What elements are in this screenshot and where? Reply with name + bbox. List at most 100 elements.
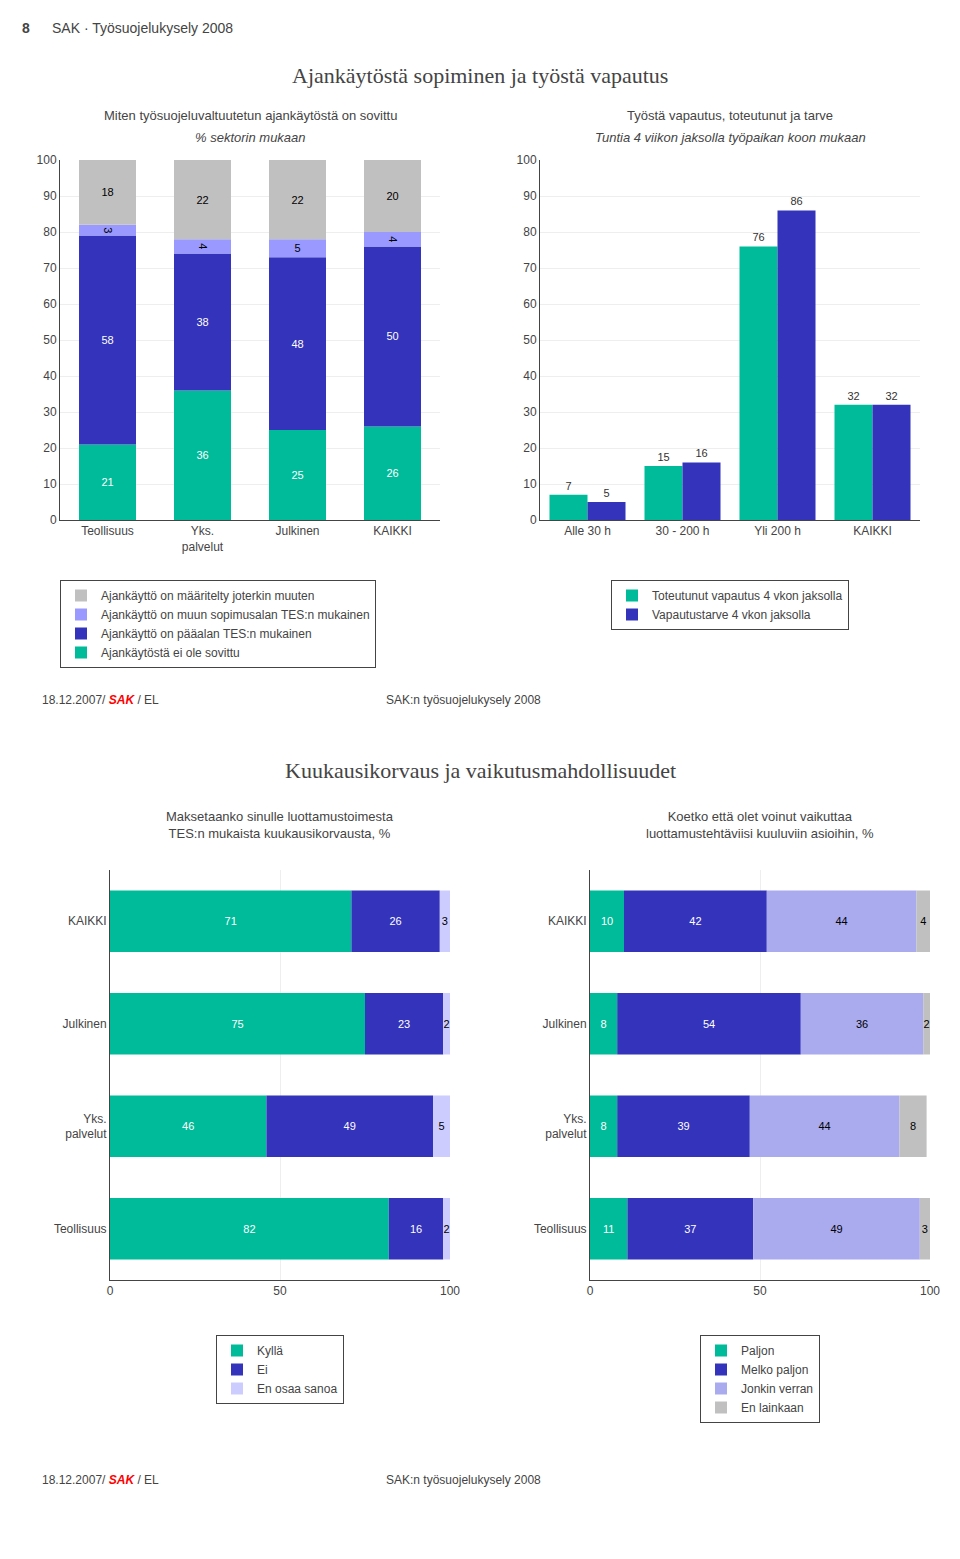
- svg-text:4: 4: [197, 243, 209, 249]
- svg-text:36: 36: [856, 1018, 868, 1030]
- svg-text:10: 10: [43, 477, 57, 491]
- svg-text:5: 5: [603, 487, 609, 499]
- svg-text:18.12.2007/ SAK / EL: 18.12.2007/ SAK / EL: [42, 1473, 159, 1487]
- svg-text:Yks.palvelut: Yks.palvelut: [65, 1112, 107, 1142]
- svg-text:KAIKKI: KAIKKI: [68, 914, 107, 928]
- svg-text:Miten työsuojeluvaltuutetun aj: Miten työsuojeluvaltuutetun ajankäytöstä…: [104, 108, 397, 123]
- svg-text:8: 8: [601, 1018, 607, 1030]
- svg-text:42: 42: [689, 915, 701, 927]
- svg-text:70: 70: [523, 261, 537, 275]
- svg-text:Ajankäyttö on muun sopimusalan: Ajankäyttö on muun sopimusalan TES:n muk…: [101, 608, 370, 622]
- svg-text:Julkinen: Julkinen: [543, 1017, 587, 1031]
- svg-text:20: 20: [43, 441, 57, 455]
- svg-text:49: 49: [830, 1223, 842, 1235]
- svg-text:3: 3: [102, 227, 114, 233]
- svg-text:0: 0: [50, 513, 57, 527]
- svg-text:54: 54: [703, 1018, 715, 1030]
- svg-text:18.12.2007/ SAK / EL: 18.12.2007/ SAK / EL: [42, 693, 159, 707]
- svg-text:2: 2: [924, 1018, 930, 1030]
- svg-text:26: 26: [386, 467, 398, 479]
- svg-text:0: 0: [530, 513, 537, 527]
- svg-text:20: 20: [523, 441, 537, 455]
- svg-text:5: 5: [294, 242, 300, 254]
- svg-text:Yks.palvelut: Yks.palvelut: [545, 1112, 587, 1142]
- svg-text:Jonkin verran: Jonkin verran: [741, 1382, 813, 1396]
- svg-text:% sektorin mukaan: % sektorin mukaan: [195, 130, 306, 145]
- svg-text:SAK:n työsuojelukysely 2008: SAK:n työsuojelukysely 2008: [386, 693, 541, 707]
- svg-text:Koetko että olet voinut vaikut: Koetko että olet voinut vaikuttaaluottam…: [646, 809, 874, 841]
- svg-text:Alle 30 h: Alle 30 h: [564, 524, 611, 538]
- svg-text:10: 10: [601, 915, 613, 927]
- svg-text:Työstä vapautus, toteutunut ja: Työstä vapautus, toteutunut ja tarve: [627, 108, 833, 123]
- svg-text:KAIKKI: KAIKKI: [548, 914, 587, 928]
- svg-text:90: 90: [523, 189, 537, 203]
- svg-text:80: 80: [523, 225, 537, 239]
- svg-text:Ei: Ei: [257, 1363, 268, 1377]
- svg-text:Paljon: Paljon: [741, 1344, 774, 1358]
- svg-text:Julkinen: Julkinen: [275, 524, 319, 538]
- svg-text:Teollisuus: Teollisuus: [54, 1222, 107, 1236]
- svg-text:SAK:n työsuojelukysely 2008: SAK:n työsuojelukysely 2008: [386, 1473, 541, 1487]
- svg-text:16: 16: [410, 1223, 422, 1235]
- svg-text:71: 71: [225, 915, 237, 927]
- svg-text:22: 22: [196, 194, 208, 206]
- svg-text:4: 4: [387, 236, 399, 242]
- svg-text:90: 90: [43, 189, 57, 203]
- svg-text:16: 16: [695, 447, 707, 459]
- svg-text:58: 58: [101, 334, 113, 346]
- svg-text:60: 60: [43, 297, 57, 311]
- svg-text:21: 21: [101, 476, 113, 488]
- svg-text:8: 8: [601, 1120, 607, 1132]
- svg-text:15: 15: [657, 451, 669, 463]
- svg-text:5: 5: [438, 1120, 444, 1132]
- svg-text:11: 11: [603, 1223, 614, 1235]
- svg-text:60: 60: [523, 297, 537, 311]
- svg-text:82: 82: [243, 1223, 255, 1235]
- svg-text:49: 49: [344, 1120, 356, 1132]
- svg-text:39: 39: [677, 1120, 689, 1132]
- svg-text:10: 10: [523, 477, 537, 491]
- svg-text:Ajankäytöstä ei ole sovittu: Ajankäytöstä ei ole sovittu: [101, 646, 240, 660]
- svg-text:22: 22: [291, 194, 303, 206]
- svg-text:Maksetaanko sinulle luottamust: Maksetaanko sinulle luottamustoimestaTES…: [166, 809, 394, 841]
- svg-text:50: 50: [753, 1284, 767, 1298]
- svg-text:30: 30: [43, 405, 57, 419]
- svg-text:En lainkaan: En lainkaan: [741, 1401, 804, 1415]
- svg-text:50: 50: [386, 330, 398, 342]
- svg-text:Vapautustarve 4 vkon jaksolla: Vapautustarve 4 vkon jaksolla: [652, 608, 811, 622]
- svg-text:Ajankäyttö on määritelty joter: Ajankäyttö on määritelty joterkin muuten: [101, 589, 314, 603]
- svg-text:23: 23: [398, 1018, 410, 1030]
- svg-text:30: 30: [523, 405, 537, 419]
- svg-text:80: 80: [43, 225, 57, 239]
- svg-text:30 - 200 h: 30 - 200 h: [655, 524, 709, 538]
- svg-text:76: 76: [752, 231, 764, 243]
- svg-text:En osaa sanoa: En osaa sanoa: [257, 1382, 337, 1396]
- svg-text:KAIKKI: KAIKKI: [853, 524, 892, 538]
- svg-text:Tuntia 4 viikon jaksolla työpa: Tuntia 4 viikon jaksolla työpaikan koon …: [595, 130, 866, 145]
- svg-text:50: 50: [43, 333, 57, 347]
- svg-text:Melko paljon: Melko paljon: [741, 1363, 808, 1377]
- svg-text:26: 26: [389, 915, 401, 927]
- svg-text:3: 3: [442, 915, 448, 927]
- svg-text:32: 32: [885, 390, 897, 402]
- svg-text:38: 38: [196, 316, 208, 328]
- svg-text:37: 37: [684, 1223, 696, 1235]
- svg-text:70: 70: [43, 261, 57, 275]
- svg-text:36: 36: [196, 449, 208, 461]
- svg-text:Ajankäyttö on pääalan TES:n mu: Ajankäyttö on pääalan TES:n mukainen: [101, 627, 312, 641]
- svg-text:100: 100: [440, 1284, 460, 1298]
- svg-text:KAIKKI: KAIKKI: [373, 524, 412, 538]
- svg-text:Toteutunut vapautus 4 vkon jak: Toteutunut vapautus 4 vkon jaksolla: [652, 589, 842, 603]
- svg-text:44: 44: [818, 1120, 830, 1132]
- svg-text:Yks.palvelut: Yks.palvelut: [182, 524, 224, 554]
- svg-text:86: 86: [790, 195, 802, 207]
- svg-text:44: 44: [835, 915, 847, 927]
- svg-text:Kuukausikorvaus ja vaikutusmah: Kuukausikorvaus ja vaikutusmahdollisuude…: [285, 758, 676, 783]
- svg-text:25: 25: [291, 469, 303, 481]
- svg-text:100: 100: [37, 153, 57, 167]
- svg-text:Teollisuus: Teollisuus: [81, 524, 134, 538]
- svg-text:0: 0: [587, 1284, 594, 1298]
- svg-text:32: 32: [847, 390, 859, 402]
- svg-text:3: 3: [922, 1223, 928, 1235]
- svg-text:SAK · Työsuojelukysely 2008: SAK · Työsuojelukysely 2008: [52, 20, 233, 36]
